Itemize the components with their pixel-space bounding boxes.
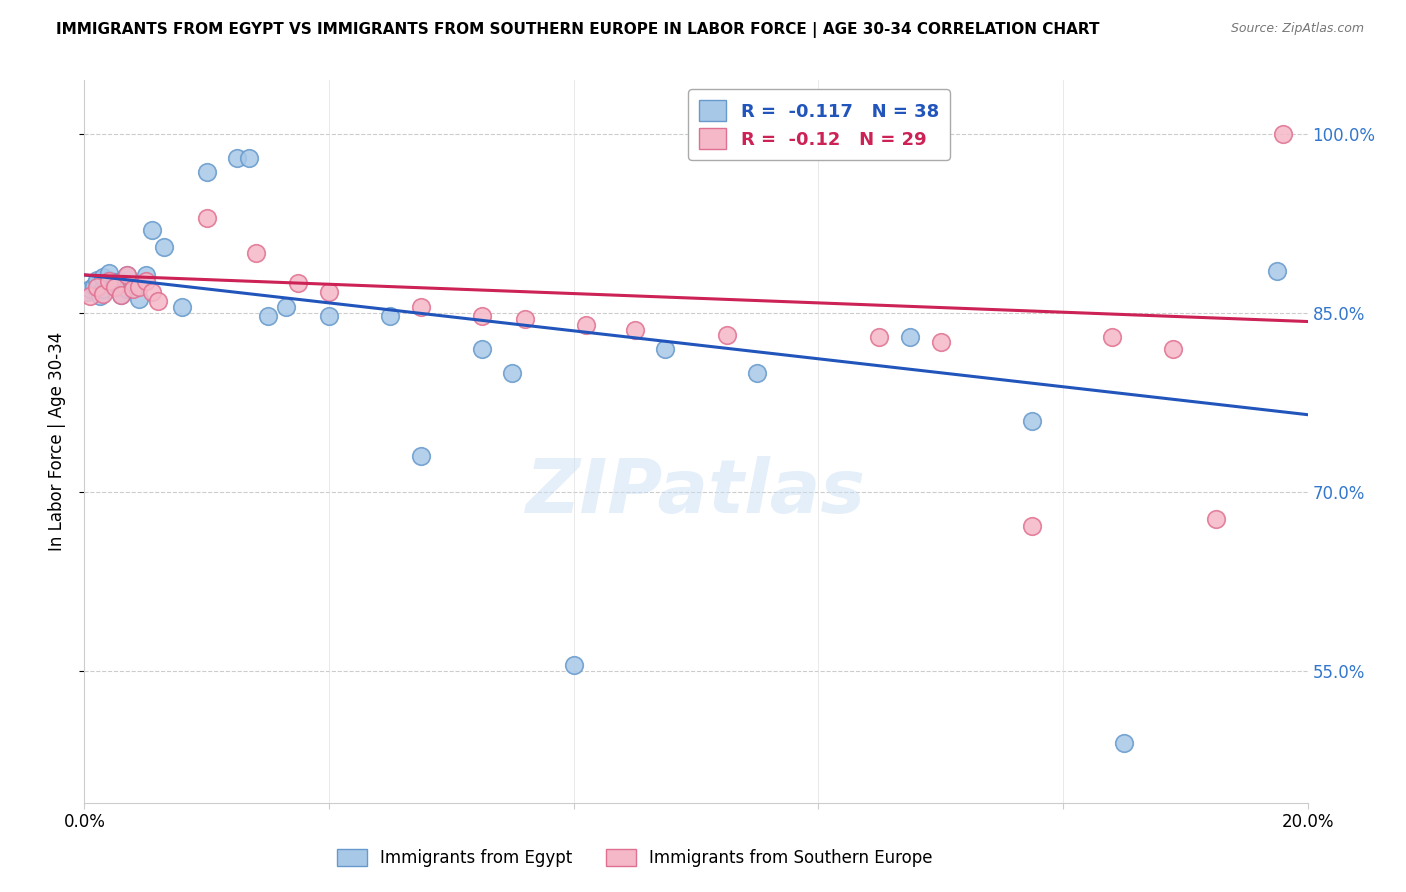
Text: IMMIGRANTS FROM EGYPT VS IMMIGRANTS FROM SOUTHERN EUROPE IN LABOR FORCE | AGE 30: IMMIGRANTS FROM EGYPT VS IMMIGRANTS FROM… xyxy=(56,22,1099,38)
Point xyxy=(287,277,309,291)
Point xyxy=(471,309,494,323)
Point xyxy=(76,285,98,299)
Point xyxy=(654,342,676,356)
Point xyxy=(141,285,163,299)
Legend: Immigrants from Egypt, Immigrants from Southern Europe: Immigrants from Egypt, Immigrants from S… xyxy=(330,842,939,874)
Point xyxy=(89,289,111,303)
Point xyxy=(716,327,738,342)
Point xyxy=(110,274,132,288)
Point xyxy=(135,274,157,288)
Point xyxy=(869,330,891,344)
Text: Source: ZipAtlas.com: Source: ZipAtlas.com xyxy=(1230,22,1364,36)
Point xyxy=(513,312,536,326)
Point xyxy=(172,300,194,314)
Point xyxy=(135,268,157,282)
Point xyxy=(115,268,138,282)
Point xyxy=(226,151,249,165)
Point xyxy=(1101,330,1123,344)
Point xyxy=(153,240,176,254)
Point xyxy=(91,287,114,301)
Text: ZIPatlas: ZIPatlas xyxy=(526,456,866,529)
Point xyxy=(409,450,432,464)
Point xyxy=(141,222,163,236)
Point xyxy=(562,658,585,673)
Point xyxy=(104,275,127,289)
Point xyxy=(1021,414,1043,428)
Point xyxy=(115,282,138,296)
Point xyxy=(97,273,120,287)
Point xyxy=(97,274,120,288)
Point xyxy=(409,300,432,314)
Point xyxy=(471,342,494,356)
Point xyxy=(104,280,127,294)
Point xyxy=(97,266,120,280)
Point xyxy=(128,280,150,294)
Point xyxy=(79,282,101,296)
Point xyxy=(245,246,267,260)
Point xyxy=(747,366,769,380)
Point xyxy=(146,294,169,309)
Point xyxy=(929,334,952,349)
Point xyxy=(122,282,145,296)
Point xyxy=(86,273,108,287)
Point xyxy=(86,280,108,294)
Point xyxy=(575,318,598,332)
Point xyxy=(122,280,145,294)
Point xyxy=(1272,127,1295,141)
Point xyxy=(195,165,218,179)
Point xyxy=(104,280,127,294)
Point xyxy=(83,278,105,293)
Point xyxy=(1205,511,1227,525)
Point xyxy=(318,309,340,323)
Point xyxy=(624,323,647,337)
Point xyxy=(79,289,101,303)
Point xyxy=(1265,264,1288,278)
Point xyxy=(1021,518,1043,533)
Point xyxy=(91,282,114,296)
Y-axis label: In Labor Force | Age 30-34: In Labor Force | Age 30-34 xyxy=(48,332,66,551)
Point xyxy=(1161,342,1184,356)
Point xyxy=(898,330,921,344)
Point xyxy=(1114,736,1136,750)
Point xyxy=(115,268,138,282)
Point xyxy=(257,309,280,323)
Point xyxy=(380,309,402,323)
Point xyxy=(128,292,150,306)
Point xyxy=(502,366,524,380)
Point xyxy=(195,211,218,225)
Point xyxy=(110,288,132,302)
Point xyxy=(238,151,260,165)
Point xyxy=(110,288,132,302)
Point xyxy=(91,270,114,285)
Point xyxy=(318,285,340,299)
Point xyxy=(276,300,298,314)
